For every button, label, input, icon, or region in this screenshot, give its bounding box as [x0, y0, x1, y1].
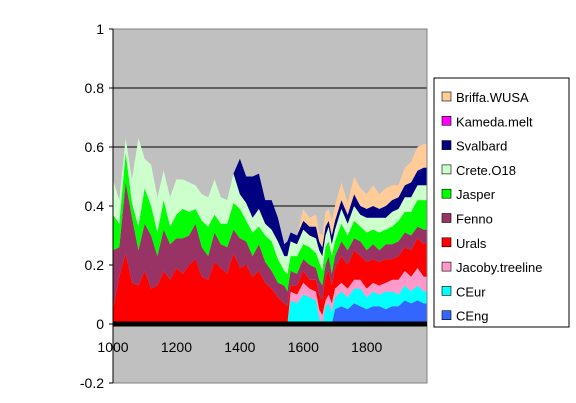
x-tick-label: 1600: [288, 339, 319, 355]
x-tick-label: 1200: [161, 339, 192, 355]
legend-swatch: [441, 140, 452, 150]
legend-box: [433, 77, 570, 328]
x-tick-label: 1800: [351, 339, 382, 355]
x-tick-label: 1400: [224, 339, 255, 355]
legend-swatch: [441, 261, 452, 272]
legend-label: Kameda.melt: [456, 114, 533, 129]
legend-label: Briffa.WUSA: [456, 90, 529, 105]
legend-label: Svalbard: [456, 139, 507, 154]
area-series-crete-o18: [113, 138, 427, 274]
legend-label: Jacoby.treeline: [456, 260, 542, 275]
legend-label: CEng: [456, 309, 489, 324]
area-series-ceng: [113, 300, 427, 324]
area-series-jasper: [113, 152, 427, 292]
y-tick-label: 1: [96, 21, 104, 37]
y-tick-label: 0.4: [85, 198, 105, 214]
area-series-layer: [113, 138, 427, 325]
legend-label: Urals: [456, 236, 487, 251]
y-tick-label: -0.2: [80, 375, 104, 391]
area-series-urals: [113, 238, 427, 324]
y-tick-label: 0.8: [85, 80, 105, 96]
area-series-fenno: [113, 182, 427, 310]
legend-swatch: [441, 310, 452, 321]
legend-swatch: [441, 91, 452, 102]
area-series-briffa-wusa: [113, 138, 427, 248]
y-tick-label: 0.2: [85, 257, 105, 273]
y-tick-label: 0.6: [85, 139, 105, 155]
legend-label: Jasper: [456, 187, 496, 202]
legend-swatch: [441, 164, 452, 175]
legend-swatch: [441, 237, 452, 248]
legend: Briffa.WUSA Kameda.melt Svalbard Crete.O18 J…: [433, 77, 570, 328]
legend-swatch: [441, 286, 452, 296]
area-series-ceur: [113, 285, 427, 324]
legend-swatch: [441, 213, 452, 223]
legend-swatch: [441, 188, 452, 199]
x-tick-label: 1000: [97, 339, 128, 355]
legend-label: Crete.O18: [456, 163, 516, 178]
tick-labels: 1 0.8 0.6 0.4 0.2 0 -0.2 1000 1200 1400 1600 1800: [80, 21, 383, 391]
legend-label: CEur: [456, 284, 486, 299]
legend-label: Fenno: [456, 212, 493, 227]
y-tick-label: 0: [96, 316, 104, 332]
legend-swatch: [441, 116, 452, 126]
